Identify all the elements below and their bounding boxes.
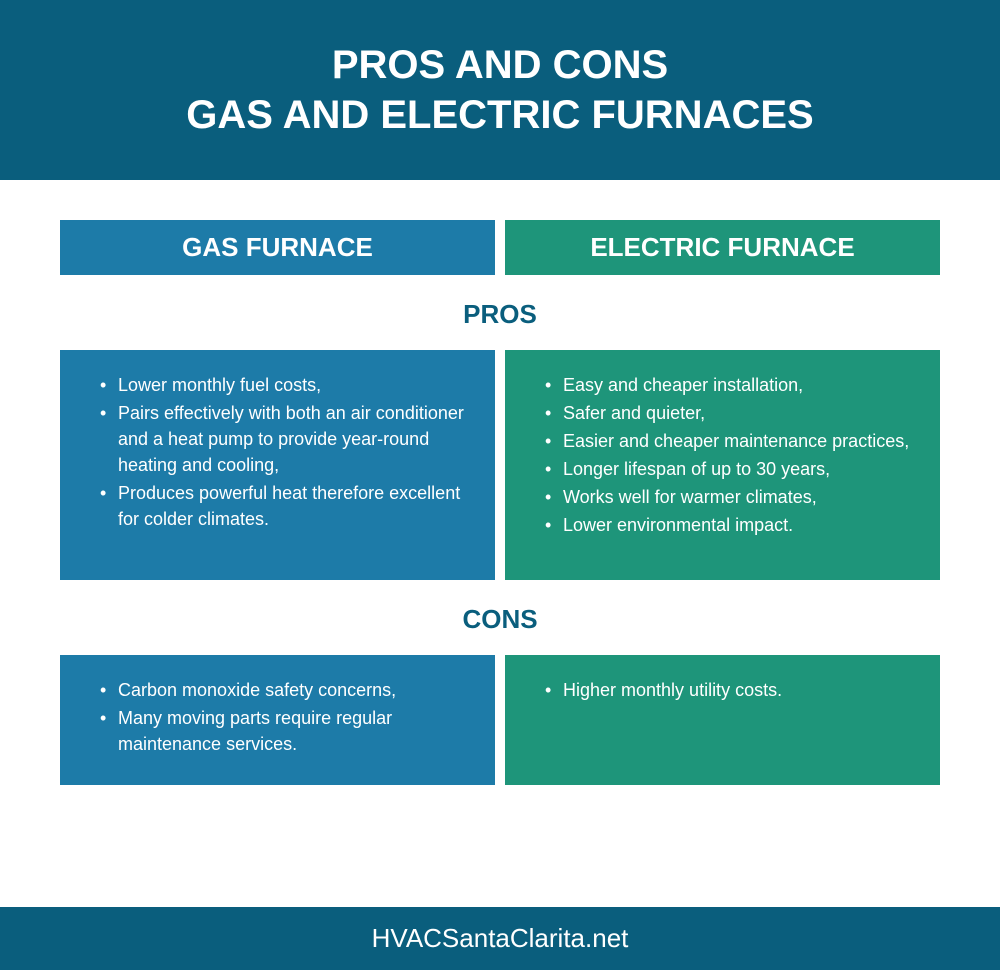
gas-cons-list: Carbon monoxide safety concerns,Many mov…	[100, 677, 467, 757]
list-item: Higher monthly utility costs.	[545, 677, 912, 703]
electric-cons-list: Higher monthly utility costs.	[545, 677, 912, 703]
gas-column: GAS FURNACE	[60, 220, 495, 275]
content-area: GAS FURNACE ELECTRIC FURNACE PROS Lower …	[0, 180, 1000, 815]
electric-column: ELECTRIC FURNACE	[505, 220, 940, 275]
page-footer: HVACSantaClarita.net	[0, 907, 1000, 970]
list-item: Longer lifespan of up to 30 years,	[545, 456, 912, 482]
pros-boxes: Lower monthly fuel costs,Pairs effective…	[60, 350, 940, 580]
gas-pros-box: Lower monthly fuel costs,Pairs effective…	[60, 350, 495, 580]
list-item: Safer and quieter,	[545, 400, 912, 426]
header-line-1: PROS AND CONS	[20, 40, 980, 90]
list-item: Lower monthly fuel costs,	[100, 372, 467, 398]
electric-header: ELECTRIC FURNACE	[505, 220, 940, 275]
gas-pros-list: Lower monthly fuel costs,Pairs effective…	[100, 372, 467, 533]
page-header: PROS AND CONS GAS AND ELECTRIC FURNACES	[0, 0, 1000, 180]
list-item: Works well for warmer climates,	[545, 484, 912, 510]
list-item: Easier and cheaper maintenance practices…	[545, 428, 912, 454]
header-line-2: GAS AND ELECTRIC FURNACES	[20, 90, 980, 140]
electric-pros-list: Easy and cheaper installation,Safer and …	[545, 372, 912, 539]
cons-boxes: Carbon monoxide safety concerns,Many mov…	[60, 655, 940, 785]
list-item: Carbon monoxide safety concerns,	[100, 677, 467, 703]
column-headers: GAS FURNACE ELECTRIC FURNACE	[60, 220, 940, 275]
list-item: Easy and cheaper installation,	[545, 372, 912, 398]
gas-header: GAS FURNACE	[60, 220, 495, 275]
list-item: Pairs effectively with both an air condi…	[100, 400, 467, 478]
list-item: Many moving parts require regular mainte…	[100, 705, 467, 757]
electric-cons-box: Higher monthly utility costs.	[505, 655, 940, 785]
gas-cons-box: Carbon monoxide safety concerns,Many mov…	[60, 655, 495, 785]
list-item: Produces powerful heat therefore excelle…	[100, 480, 467, 532]
list-item: Lower environmental impact.	[545, 512, 912, 538]
pros-label: PROS	[60, 275, 940, 350]
cons-label: CONS	[60, 580, 940, 655]
electric-pros-box: Easy and cheaper installation,Safer and …	[505, 350, 940, 580]
